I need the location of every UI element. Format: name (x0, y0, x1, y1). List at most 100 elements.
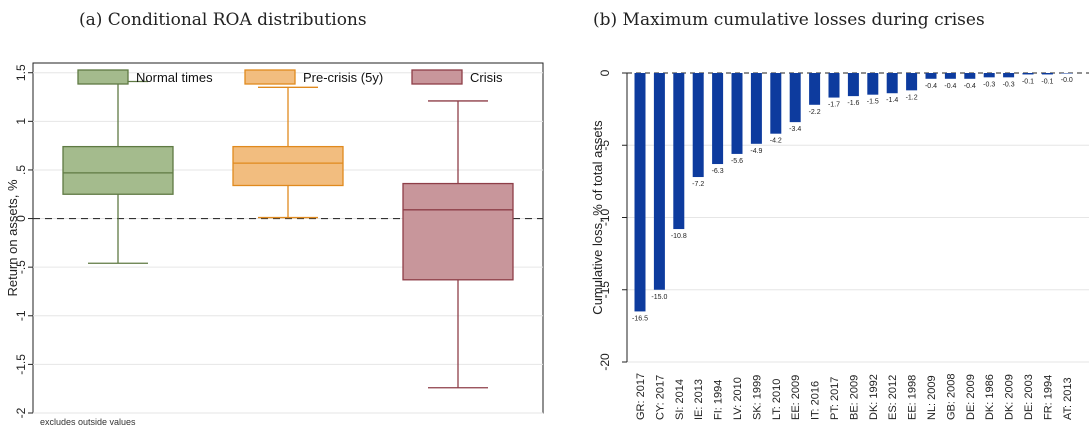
x-category-label: EE: 2009 (790, 375, 802, 420)
x-category-label: ES: 2012 (887, 375, 899, 420)
bar-value-label: -1.4 (886, 97, 898, 104)
x-category-label: NL: 2009 (926, 375, 938, 420)
interquartile-box (232, 145, 344, 187)
box-crisis (402, 100, 514, 389)
footnote: excludes outside values (40, 417, 136, 427)
x-category-label: GB: 2008 (945, 374, 957, 420)
x-category-label: SK: 1999 (751, 375, 763, 420)
x-category-label: DK: 2009 (1004, 374, 1016, 420)
bar-value-label: -5.6 (731, 158, 743, 165)
bar-value-label: -1.5 (867, 99, 879, 106)
bar-value-label: -15.0 (651, 294, 667, 301)
x-category-label: FR: 1994 (1042, 375, 1054, 420)
panel-b-caption: (b) Maximum cumulative losses during cri… (593, 10, 985, 30)
bar (964, 73, 976, 79)
y-tick-label: -.5 (14, 260, 28, 274)
bar (731, 73, 743, 154)
bar (847, 73, 859, 97)
bar-value-label: -0.0 (1061, 77, 1073, 84)
bar (789, 73, 801, 123)
bar (828, 73, 840, 98)
y-axis-label: Cumulative loss, % of total assets (590, 120, 605, 315)
y-tick-label: -20 (598, 353, 612, 371)
bar (673, 73, 685, 230)
x-category-label: IT: 2016 (810, 381, 822, 420)
bar (867, 73, 879, 95)
x-category-label: DE: 2003 (1023, 374, 1035, 420)
bar (925, 73, 937, 79)
bar (1022, 73, 1034, 75)
box-normal-times (62, 80, 174, 264)
legend-swatch (411, 69, 463, 85)
x-category-label: DK: 1986 (984, 374, 996, 420)
y-tick-label: .5 (14, 165, 28, 175)
y-tick-label: -2 (14, 407, 28, 418)
bar-value-label: -3.4 (789, 126, 801, 133)
bar-value-label: -0.4 (944, 83, 956, 90)
x-category-label: LT: 2010 (771, 379, 783, 420)
bar-value-label: -16.5 (632, 315, 648, 322)
bar (634, 73, 646, 312)
bar-value-label: -0.1 (1022, 78, 1034, 85)
y-tick-label: -15 (598, 281, 612, 299)
bar-value-label: -1.2 (906, 94, 918, 101)
bar (692, 73, 704, 178)
bar-value-label: -4.2 (770, 138, 782, 145)
y-tick-label: 1.5 (14, 64, 28, 81)
interquartile-box (402, 182, 514, 281)
y-tick-label: -1.5 (14, 354, 28, 375)
bar (1061, 73, 1073, 74)
x-category-label: IE: 2013 (693, 379, 705, 420)
x-category-label: DK: 1992 (868, 374, 880, 420)
x-category-label: GR: 2017 (635, 373, 647, 420)
bar-value-label: -1.7 (828, 102, 840, 109)
box-pre-crisis-5y (232, 86, 344, 219)
y-tick-label: -1 (14, 310, 28, 321)
legend-label: Crisis (470, 70, 503, 85)
x-category-label: BE: 2009 (848, 375, 860, 420)
panel-a-caption: (a) Conditional ROA distributions (79, 10, 367, 30)
bar (886, 73, 898, 94)
bar-value-label: -0.3 (1003, 81, 1015, 88)
x-category-label: EE: 1998 (907, 375, 919, 420)
bar (1003, 73, 1015, 78)
bar (983, 73, 995, 78)
bar (750, 73, 762, 144)
x-category-label: SI: 2014 (674, 379, 686, 420)
y-tick-label: -10 (598, 209, 612, 227)
bar-value-label: -7.2 (692, 181, 704, 188)
bar-value-label: -6.3 (712, 168, 724, 175)
x-category-label: FI: 1994 (713, 380, 725, 420)
box-plot-chart: -2 -1.5 -1 -.5 0 .5 1 1.5 Return on assets, % Nor… (5, 62, 544, 427)
x-category-label: DE: 2009 (965, 374, 977, 420)
bar-value-label: -0.1 (1041, 78, 1053, 85)
bar (653, 73, 665, 290)
x-category-label: AT: 2013 (1062, 377, 1074, 420)
bar-value-label: -0.4 (925, 83, 937, 90)
legend-label: Pre-crisis (5y) (303, 70, 383, 85)
legend-label: Normal times (136, 70, 213, 85)
bar (809, 73, 821, 105)
y-tick-label: 0 (598, 69, 612, 76)
y-axis-label: Return on assets, % (5, 179, 20, 296)
bar-value-label: -1.6 (847, 100, 859, 107)
bar-value-label: -2.2 (809, 109, 821, 116)
bar (1041, 73, 1053, 75)
bar-value-label: -0.3 (983, 81, 995, 88)
x-category-label: CY: 2017 (654, 375, 666, 420)
legend-swatch (244, 69, 296, 85)
bar (906, 73, 918, 91)
bar-value-label: -10.8 (671, 233, 687, 240)
legend-swatch (77, 69, 129, 85)
bar-value-label: -0.4 (964, 83, 976, 90)
y-tick-label: -5 (598, 140, 612, 151)
x-category-label: PT: 2017 (829, 377, 841, 420)
x-category-label: LV: 2010 (732, 377, 744, 420)
bar (944, 73, 956, 79)
y-tick-label: 0 (14, 215, 28, 222)
bar (770, 73, 782, 134)
bar-value-label: -4.9 (750, 148, 762, 155)
bar (712, 73, 724, 165)
interquartile-box (62, 145, 174, 195)
